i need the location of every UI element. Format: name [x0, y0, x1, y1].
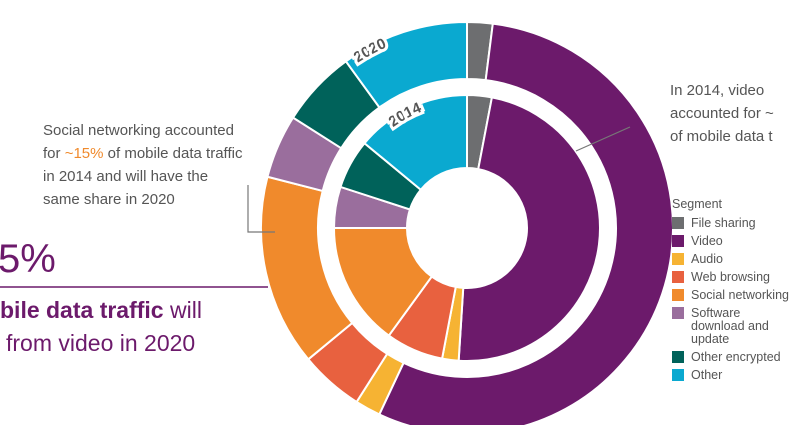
social-note: for	[43, 145, 65, 162]
legend-item: Software download and update	[672, 307, 790, 346]
legend-swatch	[672, 253, 684, 265]
social-note: same share in 2020	[43, 191, 175, 208]
legend-label: Other encrypted	[691, 350, 781, 364]
legend-item: Web browsing	[672, 271, 790, 284]
legend-label: Web browsing	[691, 270, 770, 284]
legend-swatch	[672, 235, 684, 247]
connector	[575, 126, 631, 152]
social-note: in 2014 and will have the	[43, 168, 208, 185]
social-highlight: ~15%	[65, 145, 104, 162]
headline: bile data traffic will	[0, 297, 202, 323]
legend-item: Other encrypted	[672, 351, 790, 364]
legend-label: Video	[691, 234, 723, 248]
legend-swatch	[672, 217, 684, 229]
video-note: of mobile data t	[670, 128, 773, 145]
segment	[363, 93, 468, 192]
legend-label: File sharing	[691, 216, 756, 230]
legend-item: Social networking	[672, 289, 790, 302]
legend-item: File sharing	[672, 217, 790, 230]
legend-label: Social networking	[691, 288, 789, 302]
video-note: accounted for ~	[670, 105, 774, 122]
legend-swatch	[672, 369, 684, 381]
legend: Segment File sharing Video Audio Web browsi…	[672, 197, 790, 387]
segment	[457, 96, 601, 362]
social-note: for ~15% of mobile data traffic	[43, 145, 243, 162]
legend-label: Other	[691, 368, 723, 382]
legend-item: Audio	[672, 253, 790, 266]
connector	[247, 185, 275, 233]
social-note: of mobile data traffic	[103, 145, 242, 162]
legend-label: Audio	[691, 252, 723, 266]
segment	[344, 20, 468, 109]
video-note: In 2014, video	[670, 82, 764, 99]
legend-swatch	[672, 289, 684, 301]
legend-item: Video	[672, 235, 790, 248]
segment	[332, 227, 434, 337]
legend-label: Software download and update	[691, 306, 769, 346]
headline-rest: will	[164, 297, 202, 323]
legend-title: Segment	[672, 197, 723, 211]
legend-swatch	[672, 351, 684, 363]
headline-stat: 5%	[0, 237, 56, 281]
headline-bold: bile data traffic	[0, 297, 164, 323]
social-note: Social networking accounted	[43, 122, 234, 139]
legend-swatch	[672, 271, 684, 283]
headline: from video in 2020	[6, 330, 195, 356]
legend-swatch	[672, 307, 684, 319]
legend-item: Other	[672, 369, 790, 382]
